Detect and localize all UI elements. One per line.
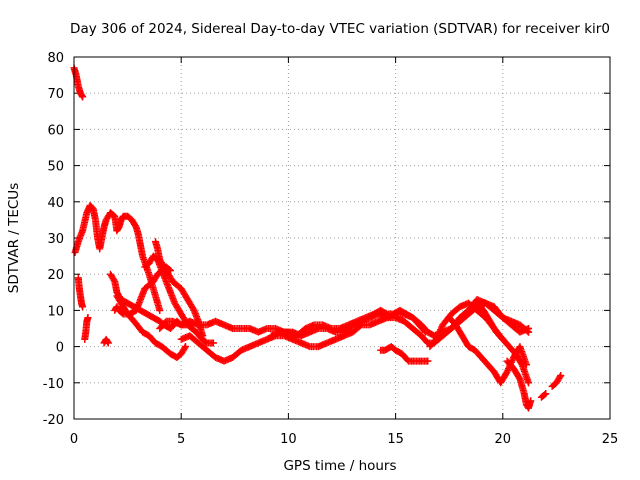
data-point (433, 334, 441, 342)
data-point (79, 303, 87, 311)
data-point (78, 92, 86, 100)
data-point (557, 372, 565, 380)
data-point (434, 332, 442, 340)
y-tick-label: 10 (47, 304, 64, 319)
data-point (156, 306, 164, 314)
data-point (424, 357, 432, 365)
data-point (79, 93, 87, 101)
series-track-j (141, 252, 217, 347)
data-point (181, 344, 189, 352)
data-point (527, 397, 535, 405)
y-tick-label: 30 (47, 232, 64, 247)
series-track-h (113, 292, 189, 361)
data-point (104, 338, 112, 346)
series-track-l (177, 296, 533, 365)
data-point (209, 339, 217, 347)
data-point (525, 379, 533, 387)
x-tick-label: 15 (387, 432, 404, 447)
data-point (504, 366, 512, 374)
series-track-r (503, 357, 535, 412)
y-tick-label: 0 (56, 341, 64, 356)
x-tick-label: 25 (602, 432, 619, 447)
data-point (437, 326, 445, 334)
data-point (556, 373, 564, 381)
x-tick-label: 0 (70, 432, 78, 447)
x-tick-label: 10 (280, 432, 297, 447)
data-point (435, 329, 443, 337)
series-track-q (473, 299, 533, 387)
data-point (104, 339, 112, 347)
data-point (432, 335, 440, 343)
data-point (181, 343, 189, 351)
data-point (421, 327, 429, 335)
data-point (525, 328, 533, 336)
series-track-m (267, 306, 430, 340)
x-tick-label: 20 (495, 432, 512, 447)
x-axis-label: GPS time / hours (283, 458, 396, 474)
data-points (70, 64, 565, 412)
y-axis-label: SDTVAR / TECUs (6, 183, 22, 293)
y-tick-label: -10 (43, 377, 64, 392)
series-track-t (548, 372, 565, 390)
series-track-s (537, 390, 550, 401)
x-tick-label: 5 (177, 432, 185, 447)
series-track-b (71, 201, 164, 314)
series-track-n (377, 343, 432, 365)
y-tick-label: 50 (47, 160, 64, 175)
chart-title: Day 306 of 2024, Sidereal Day-to-day VTE… (70, 21, 610, 37)
y-tick-label: 20 (47, 268, 64, 283)
data-point (437, 324, 445, 332)
y-tick-label: 60 (47, 123, 64, 138)
grid-layer (74, 57, 610, 419)
data-point (436, 327, 444, 335)
series-track-d (81, 314, 92, 343)
series-track-a (70, 64, 87, 101)
plot-frame (73, 56, 611, 420)
data-point (434, 331, 442, 339)
data-point (503, 368, 511, 376)
y-tick-label: -20 (43, 413, 64, 428)
tick-layer: 0 5 10 15 20 25 -20 -10 0 10 20 30 40 50 60 70 80 (43, 51, 619, 447)
data-point (541, 391, 549, 399)
data-point (422, 328, 430, 336)
series-track-c (74, 274, 87, 311)
data-point (84, 314, 92, 322)
y-tick-label: 80 (47, 51, 64, 66)
y-tick-label: 40 (47, 196, 64, 211)
data-point (523, 327, 531, 335)
data-point (542, 390, 550, 398)
series-track-e (100, 335, 112, 347)
y-tick-label: 70 (47, 87, 64, 102)
